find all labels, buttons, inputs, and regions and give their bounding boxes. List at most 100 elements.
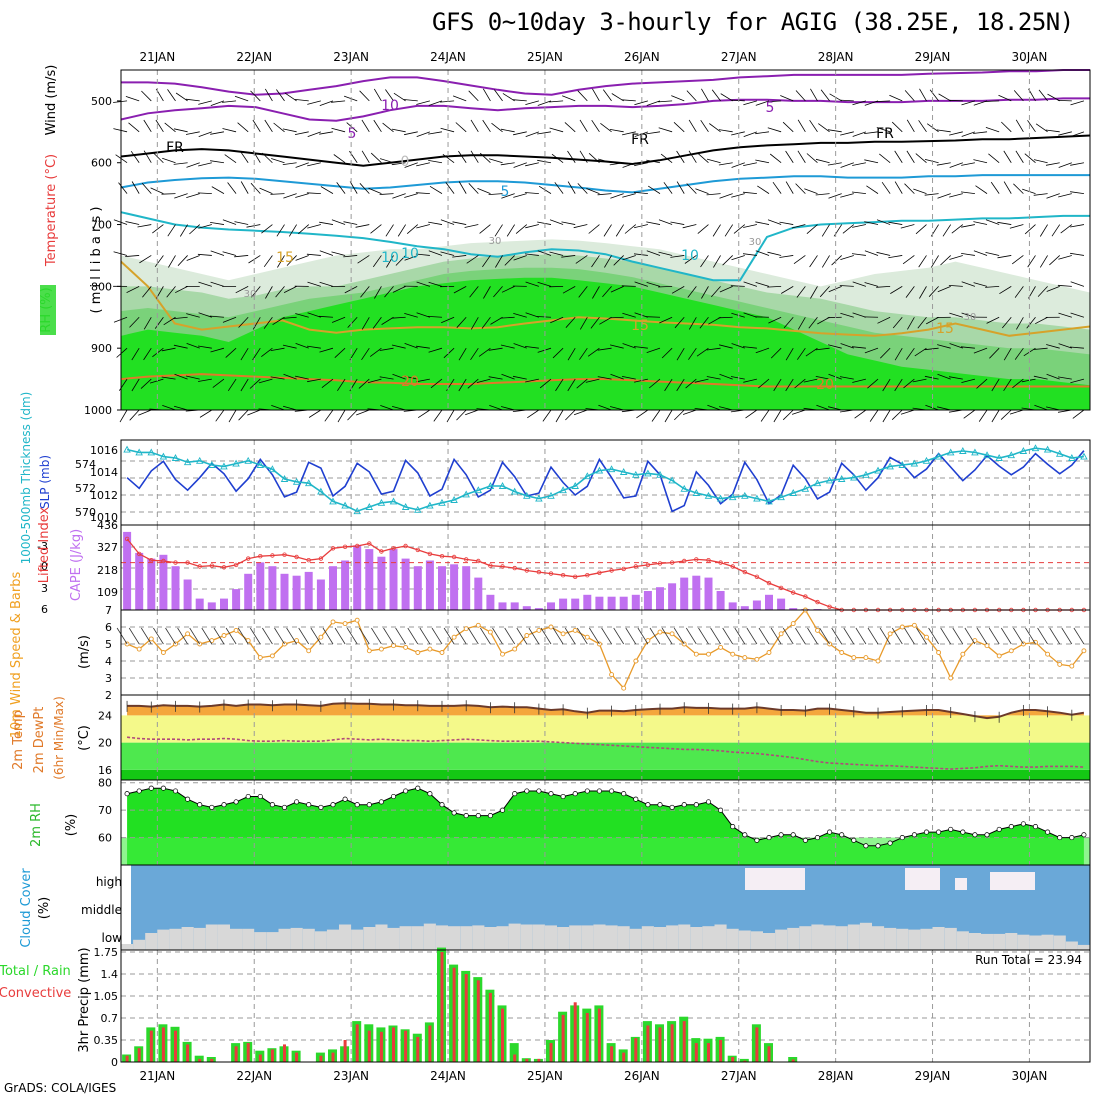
rh-marker bbox=[851, 837, 857, 843]
wind-speed-marker bbox=[512, 646, 518, 652]
rh-marker bbox=[584, 788, 590, 794]
wind-barb bbox=[888, 255, 903, 259]
wind-barb bbox=[222, 219, 237, 225]
wind-barb bbox=[177, 255, 188, 266]
cape-bar bbox=[595, 596, 604, 610]
surface-wind-barb bbox=[807, 627, 818, 645]
cape-bar bbox=[438, 566, 446, 610]
rain-bar bbox=[194, 1055, 204, 1062]
date-label-top: 22JAN bbox=[236, 50, 272, 64]
wind-barb bbox=[794, 378, 806, 389]
wind-barb bbox=[815, 347, 830, 351]
wind-speed-marker bbox=[1033, 639, 1038, 645]
wind-barb bbox=[565, 317, 576, 328]
wind-barb bbox=[864, 221, 879, 225]
wind-barb bbox=[567, 150, 576, 163]
series-marker bbox=[377, 498, 386, 506]
wind-barb bbox=[660, 153, 673, 164]
series-marker bbox=[486, 482, 495, 489]
wind-barb bbox=[427, 316, 443, 318]
wind-barb bbox=[513, 343, 527, 349]
cape-bar bbox=[316, 579, 325, 610]
low-cloud-bar bbox=[520, 924, 533, 950]
rh-marker bbox=[499, 807, 506, 813]
rain-bar bbox=[509, 1043, 519, 1062]
convective-bar bbox=[549, 1043, 553, 1062]
y-tick-label: 1.4 bbox=[101, 968, 119, 981]
wind-barb bbox=[119, 409, 128, 423]
wind-barb bbox=[622, 162, 636, 168]
wind-barb bbox=[361, 119, 370, 133]
date-label-top: 25JAN bbox=[527, 50, 563, 64]
wind-barb bbox=[697, 153, 709, 164]
wind-barb bbox=[428, 131, 443, 135]
wind-barb bbox=[587, 347, 600, 357]
wind-speed-marker bbox=[354, 617, 360, 623]
li-marker bbox=[318, 556, 324, 561]
rh-marker bbox=[609, 788, 615, 794]
low-cloud-bar bbox=[1041, 934, 1054, 950]
convective-bar bbox=[513, 1054, 517, 1062]
wind-barb bbox=[646, 100, 661, 106]
wind-barb bbox=[1009, 224, 1024, 229]
convective-bar bbox=[597, 1008, 601, 1062]
wind-barb bbox=[755, 131, 770, 135]
wind-barb bbox=[455, 122, 467, 133]
wind-speed-marker bbox=[742, 655, 748, 661]
wind-barb bbox=[372, 317, 382, 329]
wind-barb bbox=[882, 378, 891, 392]
low-cloud-bar bbox=[181, 927, 194, 950]
wind-barb bbox=[621, 376, 636, 380]
wind-barb bbox=[646, 250, 661, 256]
cape-bar bbox=[656, 587, 664, 610]
wind-barb bbox=[706, 347, 721, 351]
wind-barb bbox=[443, 347, 455, 359]
wind-barb bbox=[198, 281, 212, 287]
wind-barb bbox=[467, 378, 479, 389]
wind-barb bbox=[307, 100, 321, 105]
convective-bar bbox=[174, 1030, 177, 1062]
wind-barb bbox=[198, 162, 212, 167]
low-cloud-bar bbox=[363, 927, 376, 950]
surface-wind-barb bbox=[504, 627, 516, 645]
wind-barb bbox=[343, 221, 358, 225]
wind-barb bbox=[948, 376, 963, 380]
convective-bar bbox=[355, 1024, 359, 1062]
y-tick-label: 570 bbox=[75, 506, 96, 519]
series-marker bbox=[1080, 452, 1088, 460]
wind-barb bbox=[416, 100, 430, 105]
wind-speed-marker bbox=[863, 655, 869, 661]
wind-barb bbox=[1058, 255, 1072, 260]
series-marker bbox=[777, 493, 785, 501]
surface-wind-barb bbox=[1061, 627, 1073, 645]
wind-barb bbox=[404, 375, 418, 380]
wind-barb bbox=[252, 119, 261, 133]
wind-barb bbox=[476, 378, 491, 383]
wind-barb bbox=[277, 255, 285, 268]
surface-wind-barb bbox=[1000, 627, 1012, 645]
wind-barb bbox=[113, 219, 128, 225]
low-cloud-bar bbox=[981, 933, 994, 950]
wind-barb bbox=[1070, 162, 1085, 166]
wind-barb bbox=[537, 100, 552, 106]
wind-barb bbox=[234, 221, 249, 225]
wind-barb bbox=[320, 186, 334, 194]
wind-barb bbox=[404, 313, 418, 318]
wind-barb bbox=[384, 286, 394, 298]
wind-barb bbox=[808, 317, 818, 329]
rh-marker bbox=[766, 835, 772, 841]
wind-barb bbox=[924, 347, 939, 351]
wind-barb bbox=[676, 347, 685, 361]
series-marker bbox=[426, 501, 434, 509]
wind-barb bbox=[174, 193, 188, 199]
surface-wind-barb bbox=[770, 627, 782, 645]
y-tick-label: 218 bbox=[97, 564, 118, 577]
wind-barb bbox=[731, 162, 745, 168]
cape-bar bbox=[135, 552, 144, 610]
li-marker bbox=[464, 557, 469, 562]
wind-barb bbox=[755, 250, 770, 256]
wind-speed-marker bbox=[136, 646, 142, 652]
panel-label: 3hr Precip (mm) bbox=[77, 947, 92, 1052]
wind-barb bbox=[222, 128, 237, 133]
date-label-bottom: 25JAN bbox=[527, 1069, 563, 1083]
